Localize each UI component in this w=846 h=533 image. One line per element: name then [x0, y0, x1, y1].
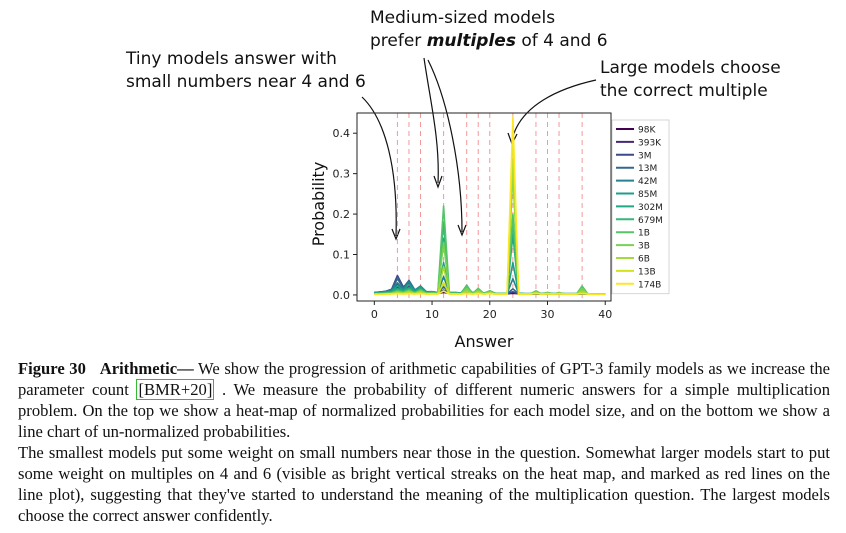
y-tick-label: 0.1 — [333, 249, 351, 262]
reference-lines — [396, 113, 583, 301]
legend-label: 98K — [638, 126, 656, 136]
arrow-medium-left — [423, 57, 439, 184]
annotation-medium-emphasis: multiples — [426, 31, 516, 51]
annotation-medium-pre: prefer — [370, 31, 427, 51]
series-line-6B — [374, 160, 606, 295]
annotation-medium-line-1: Medium-sized models — [370, 8, 556, 28]
y-tick-label: 0.3 — [333, 168, 351, 181]
arrow-medium-left-head — [433, 175, 443, 189]
legend-label: 85M — [638, 190, 657, 200]
series-line-174B — [374, 116, 606, 296]
annotation-large-models: Large models choose the correct multiple — [600, 57, 781, 103]
annotation-medium-post: of 4 and 6 — [515, 31, 608, 51]
arrow-tiny-head — [391, 228, 401, 241]
x-tick-label: 0 — [371, 308, 378, 321]
legend-label: 3M — [638, 151, 652, 161]
arrow-large — [511, 79, 597, 141]
legend-label: 1B — [638, 229, 650, 239]
plot-frame — [356, 112, 612, 302]
annotation-medium-line-2: prefer multiples of 4 and 6 — [370, 30, 608, 53]
x-tick-label: 30 — [541, 308, 555, 321]
annotation-tiny-line-2: small numbers near 4 and 6 — [126, 72, 366, 92]
legend-label: 3B — [638, 242, 650, 252]
caption-paragraph-1: Figure 30 Arithmetic— We show the progre… — [18, 358, 830, 442]
legend-label: 13M — [638, 164, 657, 174]
caption-text-2: . We measure the probability of differen… — [18, 380, 830, 441]
annotation-large-line-1: Large models choose — [600, 58, 781, 78]
figure-caption: Figure 30 Arithmetic— We show the progre… — [18, 358, 830, 526]
legend: 98K 393K 3M 13M 42M 85M 302M 679M 1B 3B 6B 13B 174B — [611, 119, 670, 295]
citation-link[interactable]: [BMR+20] — [136, 379, 215, 400]
legend-label: 42M — [638, 177, 657, 187]
annotation-medium-models: Medium-sized models prefer multiples of … — [370, 7, 608, 53]
axis-ticks: 0 10 20 30 40 0.0 0.1 0.2 0.3 0.4 — [333, 127, 613, 321]
x-tick-label: 20 — [483, 308, 497, 321]
x-tick-label: 10 — [425, 308, 439, 321]
legend-label: 174B — [638, 280, 661, 290]
caption-paragraph-2: The smallest models put some weight on s… — [18, 443, 830, 525]
caption-text-1: We show the progression of arithmetic ca… — [18, 359, 831, 399]
caption-title: Arithmetic— — [99, 359, 194, 378]
legend-label: 302M — [638, 203, 663, 213]
annotation-large-line-2: the correct multiple — [600, 81, 768, 101]
arrow-tiny — [361, 96, 397, 237]
legend-label: 393K — [638, 138, 662, 148]
arrow-medium-right — [427, 59, 463, 233]
figure-number: Figure 30 — [18, 359, 86, 378]
y-tick-label: 0.4 — [333, 127, 351, 140]
y-axis-label: Probability — [309, 162, 328, 247]
legend-label: 679M — [638, 216, 663, 226]
x-axis-label: Answer — [455, 332, 514, 351]
arrow-medium-right-head — [457, 224, 467, 237]
annotation-arrows — [361, 57, 597, 241]
legend-label: 6B — [638, 255, 650, 265]
annotation-tiny-line-1: Tiny models answer with — [126, 49, 337, 69]
plot-axes — [356, 112, 612, 302]
y-tick-label: 0.2 — [333, 208, 351, 221]
series-lines — [374, 116, 606, 296]
probability-line-chart: 0 10 20 30 40 0.0 0.1 0.2 0.3 0.4 Answer Probabil… — [309, 57, 670, 351]
annotation-tiny-models: Tiny models answer with small numbers ne… — [126, 48, 366, 94]
y-tick-label: 0.0 — [333, 289, 351, 302]
legend-label: 13B — [638, 267, 656, 277]
x-tick-label: 40 — [598, 308, 612, 321]
